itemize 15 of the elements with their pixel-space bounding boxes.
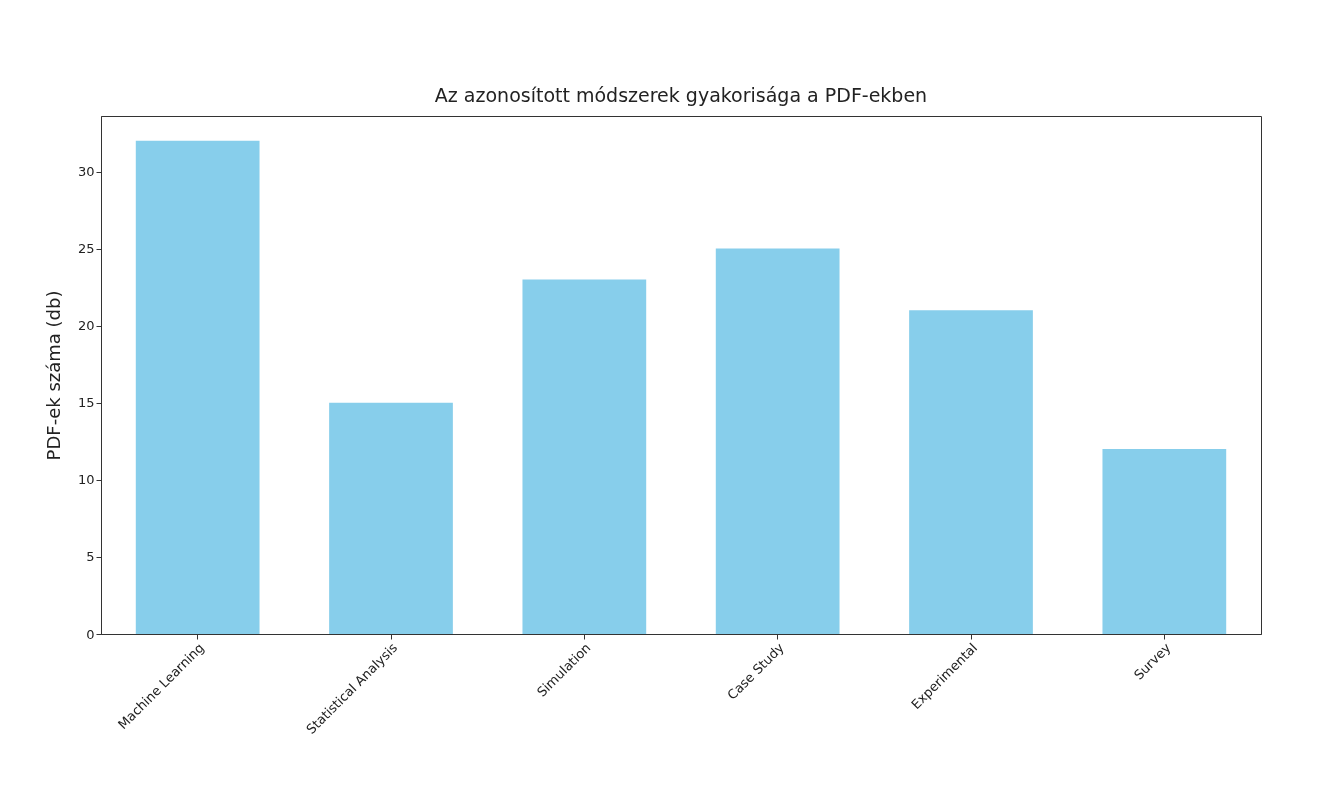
chart-title: Az azonosított módszerek gyakorisága a PDF-ekben <box>434 84 928 106</box>
bar <box>329 402 453 634</box>
bar <box>715 248 840 634</box>
bar <box>1102 449 1227 634</box>
y-tick-label: 25 <box>77 241 95 257</box>
y-tick-label: 30 <box>77 164 95 179</box>
bar <box>909 310 1033 634</box>
y-tick-label: 5 <box>86 549 95 565</box>
bar <box>522 279 647 634</box>
bar <box>135 140 260 634</box>
y-tick-label: 15 <box>77 395 95 411</box>
y-axis-title: PDF-ek száma (db) <box>42 290 64 461</box>
y-tick-label: 20 <box>77 318 95 334</box>
y-tick-label: 10 <box>77 472 95 488</box>
y-tick-label: 0 <box>86 626 95 642</box>
